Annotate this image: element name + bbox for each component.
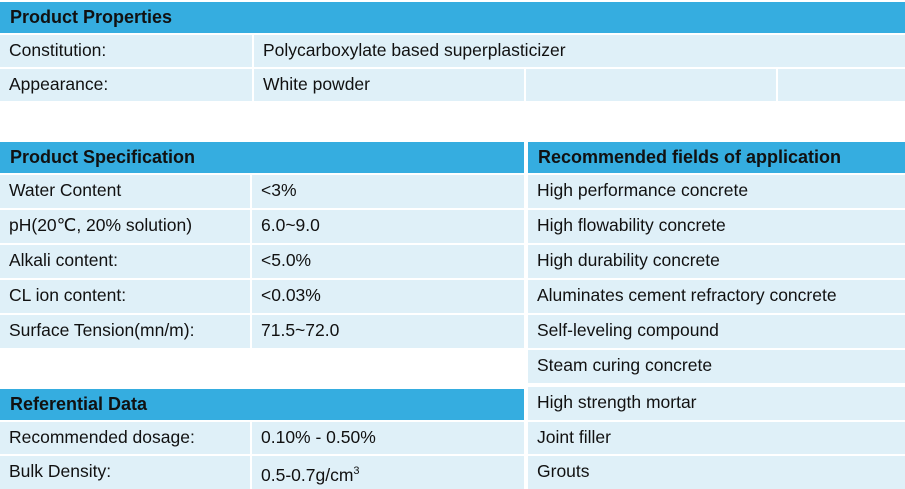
application-item: High strength mortar <box>528 387 905 420</box>
superscript-three: 3 <box>353 465 360 477</box>
spec-value: 6.0~9.0 <box>252 210 524 243</box>
appearance-empty-cell <box>526 69 776 101</box>
application-item: High durability concrete <box>528 245 905 278</box>
application-item: High flowability concrete <box>528 210 905 243</box>
referential-data-header: Referential Data <box>0 389 524 420</box>
spec-value: <3% <box>252 175 524 208</box>
bulk-density-value: 0.5-0.7g/cm <box>261 464 354 485</box>
appearance-empty-cell <box>778 69 905 101</box>
ref-label: Recommended dosage: <box>0 422 250 454</box>
application-item: Joint filler <box>528 422 905 454</box>
constitution-value: Polycarboxylate based superplasticizer <box>254 35 905 67</box>
spec-label: pH(20℃, 20% solution) <box>0 210 250 243</box>
spec-value: <5.0% <box>252 245 524 278</box>
ref-value: 0.10% - 0.50% <box>252 422 524 454</box>
product-properties-header: Product Properties <box>0 2 905 33</box>
application-item: Aluminates cement refractory concrete <box>528 280 905 313</box>
constitution-label: Constitution: <box>0 35 252 67</box>
spec-label: Surface Tension(mn/m): <box>0 315 250 348</box>
application-item: Steam curing concrete <box>528 350 905 383</box>
appearance-label: Appearance: <box>0 69 252 101</box>
spec-label: CL ion content: <box>0 280 250 313</box>
appearance-value: White powder <box>254 69 524 101</box>
application-item: Grouts <box>528 456 905 489</box>
spec-label: Water Content <box>0 175 250 208</box>
spec-label: Alkali content: <box>0 245 250 278</box>
product-specification-header: Product Specification <box>0 142 524 173</box>
ref-label: Bulk Density: <box>0 456 250 489</box>
application-item: Self-leveling compound <box>528 315 905 348</box>
applications-header: Recommended fields of application <box>528 142 905 173</box>
ref-value: 0.5-0.7g/cm3 <box>252 456 524 489</box>
spec-value: 71.5~72.0 <box>252 315 524 348</box>
application-item: High performance concrete <box>528 175 905 208</box>
spec-value: <0.03% <box>252 280 524 313</box>
